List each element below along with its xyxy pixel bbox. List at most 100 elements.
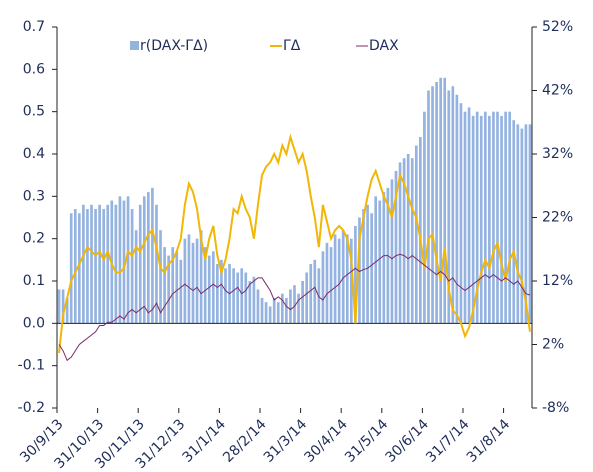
bar — [410, 158, 414, 324]
bar — [82, 204, 85, 324]
bar — [362, 209, 365, 324]
bar — [285, 297, 288, 324]
y-tick-label: 0.1 — [23, 273, 45, 289]
bar — [419, 137, 422, 324]
x-tick-label: 30/6/14 — [383, 416, 433, 466]
bar — [378, 200, 382, 324]
bar — [488, 115, 491, 324]
y-tick-label: -0.2 — [18, 400, 45, 416]
bar — [329, 247, 333, 324]
bar — [349, 238, 353, 324]
bar — [358, 217, 361, 324]
bar — [524, 124, 528, 324]
bar — [354, 225, 357, 324]
x-tick-label: 31/8/14 — [464, 416, 514, 466]
x-tick-label: 31/5/14 — [342, 416, 392, 466]
bar — [179, 259, 183, 324]
bar — [390, 179, 394, 324]
bar — [333, 234, 337, 324]
bar — [394, 170, 398, 324]
bar — [171, 247, 175, 324]
bar — [325, 242, 329, 324]
bar — [155, 204, 158, 324]
bar — [232, 268, 235, 324]
bar — [500, 115, 503, 324]
bar — [398, 162, 402, 324]
bar — [313, 259, 317, 324]
bar — [65, 297, 69, 324]
x-tick-label: 30/4/14 — [301, 416, 351, 466]
y2-tick-label: 32% — [542, 146, 573, 162]
y2-tick-label: 12% — [542, 273, 573, 289]
legend-label: DAX — [369, 38, 399, 54]
bar — [289, 289, 292, 324]
bar — [321, 251, 325, 324]
bar — [504, 111, 507, 324]
legend-label: ΓΔ — [283, 38, 301, 54]
y-tick-label: 0.7 — [23, 19, 45, 35]
bar — [203, 247, 207, 324]
bar — [479, 115, 483, 324]
bar — [216, 264, 219, 324]
bar — [252, 276, 256, 324]
bar — [86, 209, 89, 324]
y2-tick-label: 22% — [542, 210, 573, 226]
bar — [520, 128, 524, 324]
bar — [248, 281, 252, 324]
bar — [492, 111, 495, 324]
bar — [423, 111, 426, 324]
bar — [268, 306, 272, 324]
bar — [90, 204, 93, 324]
bar — [516, 124, 520, 324]
x-tick-label: 28/2/14 — [220, 416, 270, 466]
bar — [159, 230, 162, 324]
bar — [236, 272, 240, 324]
bar — [512, 120, 516, 324]
bar — [475, 111, 479, 324]
bar — [244, 272, 248, 324]
bar — [260, 297, 264, 324]
bar — [301, 281, 304, 324]
bar — [126, 196, 130, 324]
bar — [463, 111, 467, 324]
bar — [402, 158, 406, 324]
bar — [163, 247, 166, 324]
bar — [57, 289, 61, 324]
y-tick-label: 0.0 — [23, 315, 45, 331]
bar — [276, 302, 280, 324]
bar — [187, 234, 191, 324]
y-tick-label: 0.2 — [23, 231, 45, 247]
bar — [471, 115, 475, 324]
bar — [382, 192, 386, 324]
bar — [341, 230, 345, 324]
legend-swatch — [130, 41, 139, 50]
bar — [73, 209, 77, 324]
bar — [435, 82, 438, 324]
x-tick-label: 31/3/14 — [261, 416, 311, 466]
bar — [114, 204, 118, 324]
bar — [374, 196, 378, 324]
bar — [98, 204, 101, 324]
bar — [455, 94, 459, 324]
bar — [211, 251, 215, 324]
y-tick-label: -0.1 — [18, 358, 45, 374]
bar — [183, 238, 187, 324]
bar — [345, 234, 349, 324]
bar — [443, 77, 447, 324]
y2-tick-label: -8% — [542, 400, 569, 416]
bar — [199, 230, 203, 324]
bar — [118, 196, 122, 324]
bar — [459, 103, 463, 324]
bar — [467, 107, 471, 324]
bar — [528, 124, 532, 324]
bar — [280, 293, 284, 324]
bar — [94, 209, 97, 324]
bar — [134, 230, 138, 324]
bar — [102, 209, 106, 324]
bar — [337, 238, 341, 324]
y2-tick-label: 52% — [542, 19, 573, 35]
bar — [167, 255, 170, 324]
y2-tick-label: 2% — [542, 337, 564, 353]
bar — [414, 145, 418, 324]
bar — [256, 289, 260, 324]
